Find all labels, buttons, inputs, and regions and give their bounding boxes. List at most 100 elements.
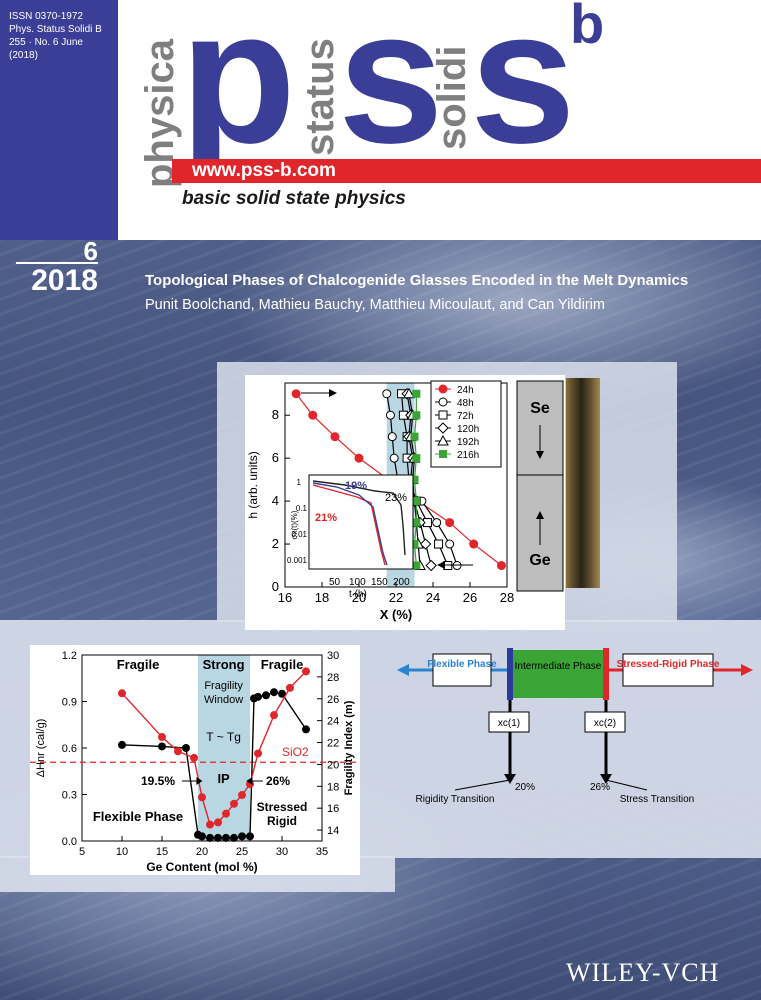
se-label: Se [530, 400, 550, 417]
flexible-box [432, 653, 492, 687]
point [270, 688, 278, 697]
point [118, 689, 126, 698]
issn-block: ISSN 0370-1972 Phys. Status Solidi B 255… [0, 0, 118, 240]
x-tick-label: 26 [463, 590, 477, 605]
y2-tick-label: 16 [327, 803, 339, 815]
y2-axis-label: Fragility Index (m) [343, 700, 355, 795]
series-fragility [118, 667, 310, 829]
x-axis-label: Ge Content (mol %) [146, 860, 257, 874]
point [469, 539, 479, 549]
annotation: Fragility [204, 680, 243, 692]
y2-tick-label: 24 [327, 716, 339, 728]
inset-frame [308, 474, 414, 570]
year-line: (2018) [9, 50, 38, 61]
annotation: 26% [266, 774, 290, 788]
article-authors: Punit Boolchand, Mathieu Bauchy, Matthie… [145, 297, 605, 313]
x-tick-label: 15 [156, 846, 168, 858]
logo-b-superscript: b [570, 0, 605, 55]
sample-tube-photo [566, 378, 600, 588]
pct-20: 20% [515, 782, 535, 793]
logo-s: s [338, 0, 444, 183]
legend-label: 24h [457, 385, 474, 396]
concentration-profile-chart: 16 18 20 22 24 26 28 0 2 4 6 8 24h 48h 72h 120h 192h 216… [245, 375, 565, 630]
stress-label: Stress Transition [620, 794, 694, 805]
publisher-logo: WILEY-VCH [566, 958, 720, 987]
inset-blue-curve [312, 482, 388, 566]
point [308, 410, 318, 420]
inset-xlabel: t (h) [349, 589, 367, 600]
point [425, 559, 437, 572]
point [496, 561, 506, 571]
point [198, 832, 206, 841]
inset-ylabel: σx(t)(%) [290, 510, 299, 539]
pct-26: 26% [590, 782, 610, 793]
y-tick-label: 6 [272, 450, 279, 465]
inset-ytick-1: 1 [297, 478, 302, 487]
point [412, 497, 421, 506]
intermediate-label: Intermediate Phase [515, 661, 602, 672]
inset-label-21: 21% [315, 512, 337, 524]
inset-tick-50: 50 [329, 577, 341, 588]
point [206, 820, 214, 829]
series-216h [410, 389, 421, 570]
xc1-box [488, 711, 530, 733]
legend: 24h 48h 72h 120h 192h 216h [430, 380, 502, 468]
point [439, 450, 447, 458]
point [174, 747, 182, 756]
point [222, 809, 230, 818]
inset-black-curve [312, 480, 406, 556]
inset-tick-200: 200 [393, 577, 410, 588]
point [238, 832, 246, 841]
point [445, 539, 455, 549]
intermediate-box [513, 650, 603, 698]
x-tick-label: 20 [352, 590, 366, 605]
point [412, 454, 421, 463]
point [238, 791, 246, 800]
flexible-arrow-head [397, 664, 409, 676]
point [385, 410, 395, 420]
y-tick-label: 0.6 [62, 743, 77, 755]
annotation: IP [217, 771, 230, 786]
inset-label-19: 19% [345, 480, 367, 492]
legend-label: 120h [457, 424, 479, 435]
series-group [118, 667, 310, 842]
masthead [118, 0, 761, 240]
y2-tick-label: 28 [327, 672, 339, 684]
issn-line: ISSN 0370-1972 [9, 11, 83, 22]
xc2-label: xc(2) [594, 718, 616, 729]
y-tick-label: 8 [272, 407, 279, 422]
point [410, 540, 419, 549]
logo-status: status [298, 38, 342, 156]
point [412, 518, 421, 527]
series-enthalpy [118, 688, 310, 842]
point [434, 539, 444, 549]
phase-diagram-svg: Flexible Phase Intermediate Phase Stress… [397, 648, 753, 805]
annotation: Flexible Phase [93, 809, 183, 824]
point [158, 733, 166, 742]
point [230, 799, 238, 808]
point [214, 833, 222, 842]
x-tick-label: 24 [426, 590, 440, 605]
url-bar [172, 159, 761, 183]
point [254, 749, 262, 758]
journal-url[interactable]: www.pss-b.com [192, 160, 336, 181]
x-tick-label: 16 [278, 590, 292, 605]
y2-tick-label: 22 [327, 738, 339, 750]
x-axis-label: X (%) [380, 607, 413, 622]
ge-arrow-head [536, 511, 544, 519]
inset-ytick-01: 0.1 [296, 504, 308, 513]
x-tick-label: 10 [116, 846, 128, 858]
point [432, 518, 442, 528]
point [118, 740, 126, 749]
y2-tick-label: 20 [327, 759, 339, 771]
inset-tick-100: 100 [349, 577, 366, 588]
point [214, 818, 222, 827]
x-tick-label: 28 [500, 590, 514, 605]
xc1-arrowhead [504, 774, 516, 784]
point [419, 538, 432, 550]
annotation: T ~ Tg [206, 730, 241, 744]
xc2-marker [603, 648, 609, 700]
volume-line: 255 · No. 6 June [9, 37, 83, 48]
point [403, 387, 415, 399]
